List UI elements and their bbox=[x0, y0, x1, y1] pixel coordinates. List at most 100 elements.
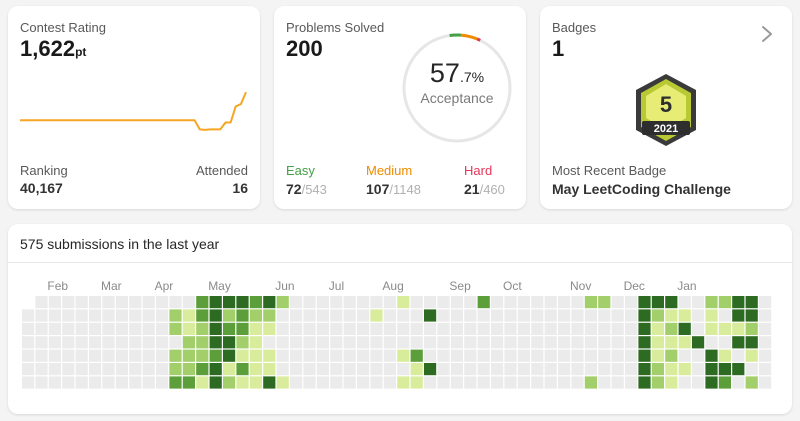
heatmap-day-cell[interactable] bbox=[692, 336, 705, 349]
heatmap-day-cell[interactable] bbox=[732, 309, 745, 322]
heatmap-day-cell[interactable] bbox=[410, 363, 423, 376]
heatmap-day-cell[interactable] bbox=[611, 349, 624, 362]
heatmap-day-cell[interactable] bbox=[665, 336, 678, 349]
heatmap-day-cell[interactable] bbox=[276, 322, 289, 335]
heatmap-day-cell[interactable] bbox=[544, 336, 557, 349]
heatmap-day-cell[interactable] bbox=[62, 349, 75, 362]
heatmap-day-cell[interactable] bbox=[75, 349, 88, 362]
heatmap-day-cell[interactable] bbox=[450, 322, 463, 335]
heatmap-day-cell[interactable] bbox=[62, 363, 75, 376]
heatmap-day-cell[interactable] bbox=[397, 336, 410, 349]
heatmap-day-cell[interactable] bbox=[276, 296, 289, 309]
heatmap-day-cell[interactable] bbox=[759, 336, 772, 349]
heatmap-day-cell[interactable] bbox=[263, 336, 276, 349]
heatmap-day-cell[interactable] bbox=[571, 349, 584, 362]
heatmap-day-cell[interactable] bbox=[129, 296, 142, 309]
heatmap-day-cell[interactable] bbox=[517, 349, 530, 362]
heatmap-day-cell[interactable] bbox=[290, 336, 303, 349]
heatmap-day-cell[interactable] bbox=[450, 349, 463, 362]
heatmap-day-cell[interactable] bbox=[263, 296, 276, 309]
heatmap-day-cell[interactable] bbox=[48, 309, 61, 322]
heatmap-day-cell[interactable] bbox=[732, 336, 745, 349]
heatmap-day-cell[interactable] bbox=[249, 376, 262, 389]
heatmap-day-cell[interactable] bbox=[383, 363, 396, 376]
heatmap-day-cell[interactable] bbox=[276, 376, 289, 389]
heatmap-day-cell[interactable] bbox=[611, 296, 624, 309]
heatmap-day-cell[interactable] bbox=[450, 376, 463, 389]
heatmap-day-cell[interactable] bbox=[156, 349, 169, 362]
heatmap-day-cell[interactable] bbox=[196, 309, 209, 322]
heatmap-day-cell[interactable] bbox=[584, 296, 597, 309]
heatmap-day-cell[interactable] bbox=[357, 349, 370, 362]
heatmap-day-cell[interactable] bbox=[129, 363, 142, 376]
heatmap-day-cell[interactable] bbox=[477, 349, 490, 362]
heatmap-day-cell[interactable] bbox=[357, 336, 370, 349]
heatmap-day-cell[interactable] bbox=[424, 309, 437, 322]
heatmap-day-cell[interactable] bbox=[330, 376, 343, 389]
rating-trend-chart[interactable] bbox=[20, 86, 250, 136]
heatmap-day-cell[interactable] bbox=[491, 309, 504, 322]
heatmap-day-cell[interactable] bbox=[102, 363, 115, 376]
heatmap-day-cell[interactable] bbox=[678, 322, 691, 335]
heatmap-day-cell[interactable] bbox=[357, 296, 370, 309]
heatmap-day-cell[interactable] bbox=[504, 376, 517, 389]
heatmap-day-cell[interactable] bbox=[263, 349, 276, 362]
heatmap-day-cell[interactable] bbox=[370, 336, 383, 349]
heatmap-day-cell[interactable] bbox=[129, 349, 142, 362]
heatmap-day-cell[interactable] bbox=[584, 309, 597, 322]
heatmap-day-cell[interactable] bbox=[491, 349, 504, 362]
heatmap-day-cell[interactable] bbox=[558, 349, 571, 362]
heatmap-day-cell[interactable] bbox=[48, 349, 61, 362]
heatmap-day-cell[interactable] bbox=[598, 296, 611, 309]
heatmap-day-cell[interactable] bbox=[75, 336, 88, 349]
heatmap-day-cell[interactable] bbox=[437, 336, 450, 349]
heatmap-day-cell[interactable] bbox=[209, 336, 222, 349]
heatmap-day-cell[interactable] bbox=[223, 363, 236, 376]
heatmap-day-cell[interactable] bbox=[75, 296, 88, 309]
heatmap-day-cell[interactable] bbox=[169, 336, 182, 349]
heatmap-day-cell[interactable] bbox=[477, 309, 490, 322]
heatmap-day-cell[interactable] bbox=[397, 296, 410, 309]
heatmap-day-cell[interactable] bbox=[182, 296, 195, 309]
heatmap-day-cell[interactable] bbox=[504, 322, 517, 335]
heatmap-day-cell[interactable] bbox=[678, 296, 691, 309]
heatmap-day-cell[interactable] bbox=[611, 376, 624, 389]
heatmap-day-cell[interactable] bbox=[718, 336, 731, 349]
heatmap-day-cell[interactable] bbox=[584, 349, 597, 362]
heatmap-day-cell[interactable] bbox=[678, 376, 691, 389]
heatmap-day-cell[interactable] bbox=[75, 376, 88, 389]
heatmap-day-cell[interactable] bbox=[156, 363, 169, 376]
heatmap-day-cell[interactable] bbox=[383, 376, 396, 389]
heatmap-day-cell[interactable] bbox=[236, 309, 249, 322]
heatmap-day-cell[interactable] bbox=[89, 349, 102, 362]
heatmap-day-cell[interactable] bbox=[249, 322, 262, 335]
heatmap-day-cell[interactable] bbox=[477, 296, 490, 309]
heatmap-day-cell[interactable] bbox=[718, 349, 731, 362]
heatmap-day-cell[interactable] bbox=[383, 309, 396, 322]
heatmap-day-cell[interactable] bbox=[249, 349, 262, 362]
heatmap-day-cell[interactable] bbox=[209, 376, 222, 389]
heatmap-day-cell[interactable] bbox=[759, 322, 772, 335]
heatmap-day-cell[interactable] bbox=[156, 322, 169, 335]
heatmap-day-cell[interactable] bbox=[383, 349, 396, 362]
heatmap-day-cell[interactable] bbox=[263, 322, 276, 335]
heatmap-day-cell[interactable] bbox=[491, 363, 504, 376]
heatmap-day-cell[interactable] bbox=[75, 309, 88, 322]
heatmap-day-cell[interactable] bbox=[357, 363, 370, 376]
heatmap-day-cell[interactable] bbox=[223, 349, 236, 362]
heatmap-day-cell[interactable] bbox=[102, 376, 115, 389]
heatmap-day-cell[interactable] bbox=[22, 336, 35, 349]
heatmap-day-cell[interactable] bbox=[544, 309, 557, 322]
heatmap-day-cell[interactable] bbox=[169, 322, 182, 335]
heatmap-day-cell[interactable] bbox=[169, 376, 182, 389]
heatmap-day-cell[interactable] bbox=[142, 296, 155, 309]
heatmap-day-cell[interactable] bbox=[692, 322, 705, 335]
heatmap-day-cell[interactable] bbox=[115, 322, 128, 335]
heatmap-day-cell[interactable] bbox=[424, 376, 437, 389]
heatmap-day-cell[interactable] bbox=[223, 336, 236, 349]
heatmap-day-cell[interactable] bbox=[209, 296, 222, 309]
heatmap-day-cell[interactable] bbox=[115, 336, 128, 349]
heatmap-day-cell[interactable] bbox=[625, 376, 638, 389]
heatmap-day-cell[interactable] bbox=[263, 376, 276, 389]
heatmap-day-cell[interactable] bbox=[651, 363, 664, 376]
